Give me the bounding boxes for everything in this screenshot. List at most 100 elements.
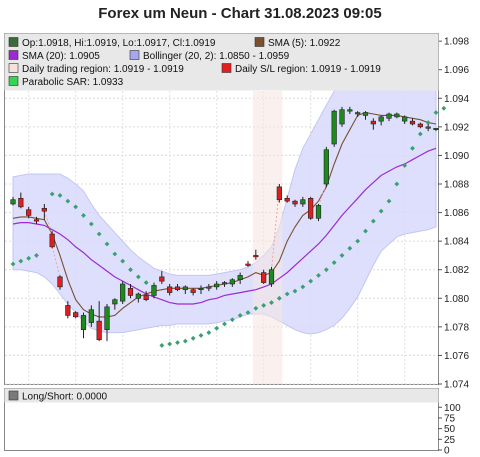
- candle: [41, 204, 47, 220]
- candle: [182, 285, 188, 294]
- chart-title: Forex um Neun - Chart 31.08.2023 09:05: [98, 5, 382, 22]
- candle-body: [57, 276, 63, 288]
- candle-body: [355, 112, 361, 115]
- candle-body: [96, 320, 102, 341]
- sar-point: [378, 208, 384, 214]
- candle: [10, 196, 16, 206]
- y-tick-label: 1.082: [444, 265, 469, 276]
- y-tick-label: 1.094: [444, 94, 469, 105]
- sar-point: [73, 204, 79, 210]
- candle-body: [221, 282, 228, 285]
- legend-swatch: [8, 37, 19, 47]
- sar-point: [143, 280, 149, 285]
- candle: [276, 184, 282, 203]
- candle: [237, 272, 243, 284]
- candle: [104, 304, 110, 342]
- candle: [135, 292, 141, 303]
- candle: [402, 115, 408, 124]
- candle: [433, 127, 439, 132]
- sar-point: [120, 258, 126, 264]
- sar-point: [18, 258, 24, 264]
- candle: [245, 261, 251, 267]
- sar-point: [402, 163, 408, 168]
- trading-region-shade: [252, 91, 283, 384]
- candlesticks: [10, 106, 439, 342]
- candle: [112, 298, 118, 310]
- candle-body: [339, 109, 345, 125]
- candle: [96, 301, 102, 342]
- candle-body: [10, 199, 16, 205]
- candle-body: [65, 305, 71, 316]
- candle: [65, 301, 71, 319]
- y-tick-label: 1.084: [444, 237, 469, 248]
- candle: [159, 271, 165, 284]
- legend-swatch: [8, 50, 19, 60]
- candle-body: [323, 149, 329, 185]
- sar-point: [323, 267, 329, 273]
- candle: [261, 269, 267, 284]
- candle-body: [174, 286, 181, 291]
- candle: [292, 199, 298, 207]
- candle-body: [362, 112, 369, 116]
- sar-point: [394, 181, 400, 187]
- candle-body: [167, 286, 173, 293]
- sma20-line: [12, 147, 437, 305]
- sar-point: [269, 300, 274, 305]
- candle-body: [127, 287, 134, 296]
- y-tick-label: 1.092: [444, 122, 469, 133]
- sar-point: [370, 218, 376, 224]
- candle: [151, 282, 157, 299]
- candle-body: [229, 279, 235, 285]
- sar-point: [96, 231, 102, 237]
- candle: [198, 285, 204, 294]
- sub-y-tick-label: 0: [444, 446, 450, 457]
- candle-body: [245, 263, 251, 266]
- candle-body: [394, 113, 400, 118]
- candle: [206, 284, 212, 292]
- candle: [386, 112, 392, 122]
- candle-body: [190, 289, 196, 293]
- candle-body: [261, 272, 267, 283]
- candle-body: [104, 306, 110, 331]
- candle: [49, 231, 55, 249]
- gap-connector: [43, 210, 53, 235]
- sar-point: [214, 325, 220, 331]
- y-tick-label: 1.074: [444, 380, 469, 391]
- sar-point: [253, 305, 259, 311]
- candle: [362, 111, 369, 120]
- candle: [355, 111, 361, 117]
- candle-body: [143, 295, 149, 301]
- candle-body: [159, 276, 165, 282]
- candle-body: [49, 233, 55, 248]
- candle: [378, 115, 384, 126]
- legend-background: [4, 33, 439, 91]
- legend-swatch: [8, 63, 19, 73]
- candle: [80, 312, 87, 339]
- y-tick-label: 1.088: [444, 180, 469, 191]
- candle-body: [276, 186, 282, 201]
- candle-body: [26, 209, 32, 216]
- candle: [300, 196, 306, 207]
- sar-point: [237, 313, 243, 318]
- candle-body: [18, 197, 24, 208]
- candle-body: [41, 207, 47, 212]
- candle: [284, 195, 290, 203]
- candle-body: [237, 275, 243, 281]
- candle: [229, 278, 235, 287]
- candle: [73, 311, 79, 319]
- legend-swatch: [254, 37, 265, 47]
- candle-body: [214, 283, 220, 288]
- candle-body: [135, 293, 141, 299]
- y-tick-label: 1.096: [444, 65, 469, 76]
- sar-point: [347, 245, 353, 251]
- candle: [18, 192, 24, 209]
- candle-body: [347, 109, 353, 112]
- candle-body: [425, 126, 431, 129]
- candle-body: [182, 286, 188, 291]
- main-y-axis: 1.074 1.076 1.078 1.080 1.082 1.084 1.086 1.088…: [438, 37, 469, 391]
- candle-body: [198, 287, 204, 291]
- candle: [120, 281, 126, 304]
- candle-body: [300, 199, 306, 205]
- sar-point: [441, 105, 447, 111]
